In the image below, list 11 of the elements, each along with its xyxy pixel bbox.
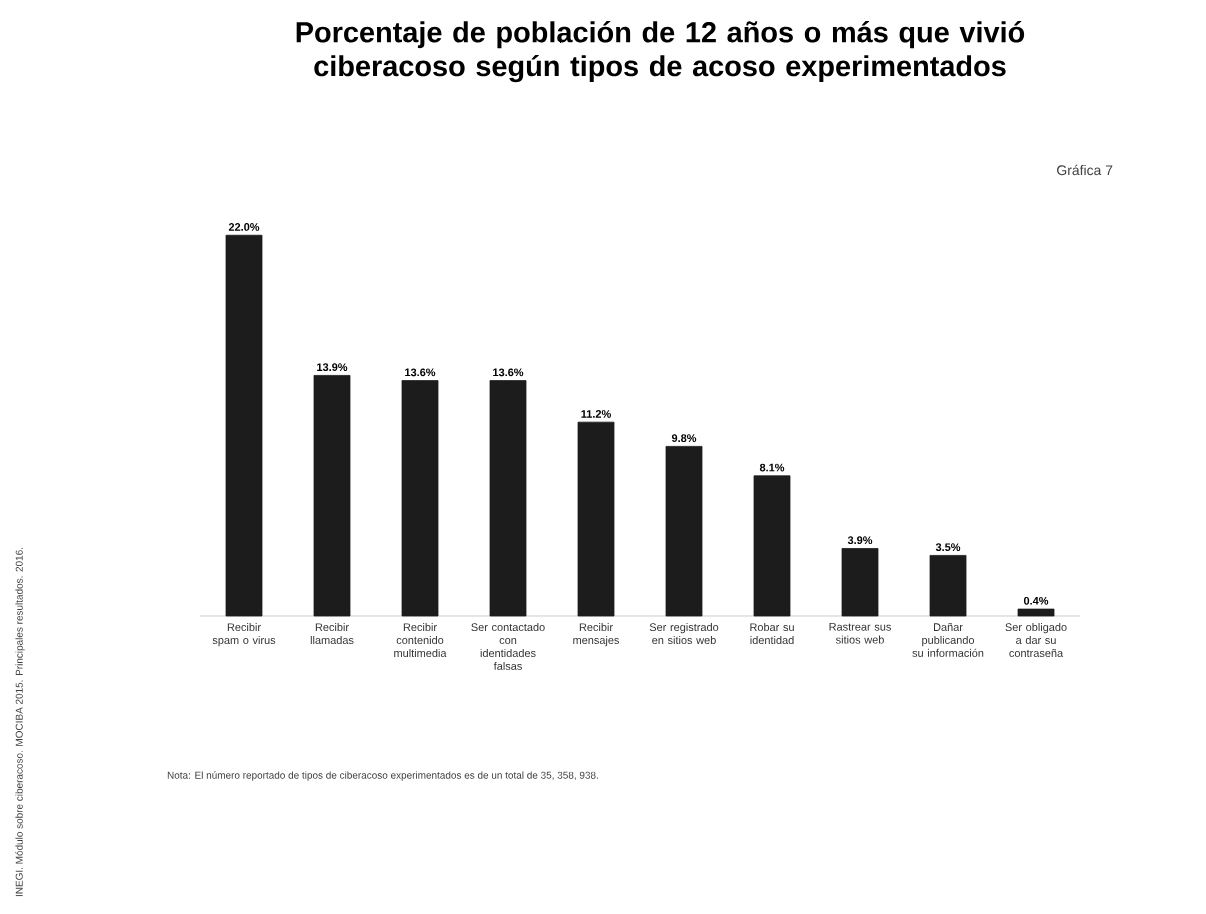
bar [929, 555, 967, 617]
bar [313, 375, 351, 617]
bar [225, 234, 263, 617]
chart-title: Porcentaje de población de 12 años o más que vivió ciberacoso según tipos de acoso experimentados [296, 21, 1025, 83]
bar [753, 475, 791, 617]
bar [401, 380, 439, 617]
bar [1017, 608, 1055, 617]
bar [841, 548, 879, 617]
bar [577, 421, 615, 617]
bar [489, 380, 527, 617]
bar [665, 445, 703, 617]
